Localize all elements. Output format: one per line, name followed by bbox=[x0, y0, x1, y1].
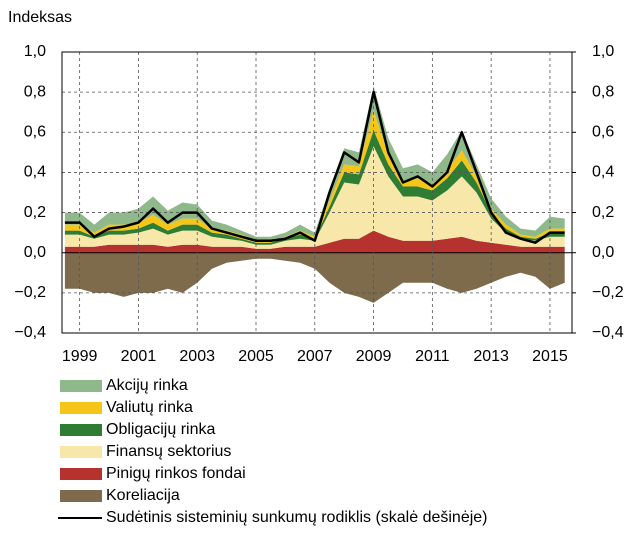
legend-label: Obligacijų rinka bbox=[106, 421, 215, 438]
y2-tick-label: 0,2 bbox=[592, 204, 614, 221]
x-tick-label: 2009 bbox=[356, 348, 392, 365]
x-tick-label: 2001 bbox=[121, 348, 157, 365]
legend-label: Akcijų rinka bbox=[106, 377, 188, 394]
area bbox=[64, 252, 565, 303]
legend-label: Koreliacija bbox=[106, 487, 180, 504]
legend-label: Valiutų rinka bbox=[106, 399, 193, 416]
area bbox=[64, 110, 565, 243]
area bbox=[64, 146, 565, 249]
y2-tick-label: −0,4 bbox=[592, 324, 624, 341]
legend-swatch bbox=[60, 468, 102, 480]
x-tick-label: 2003 bbox=[179, 348, 215, 365]
y-axis-title: Indeksas bbox=[8, 9, 72, 26]
x-tick-label: 2013 bbox=[473, 348, 509, 365]
y2-tick-label: −0,2 bbox=[592, 284, 624, 301]
legend-swatch bbox=[60, 424, 102, 436]
y-tick-label: 0,6 bbox=[24, 124, 46, 141]
y-tick-label: 0,2 bbox=[24, 204, 46, 221]
legend-label: Finansų sektorius bbox=[106, 443, 231, 460]
y2-tick-label: 0,4 bbox=[592, 164, 614, 181]
plot-border bbox=[61, 51, 573, 334]
legend-label: Pinigų rinkos fondai bbox=[106, 465, 246, 482]
y2-tick-label: 1,0 bbox=[592, 43, 614, 60]
x-tick-label: 2011 bbox=[415, 348, 450, 365]
x-tick-label: 1999 bbox=[62, 348, 98, 365]
legend-swatch bbox=[60, 402, 102, 414]
legend-swatch bbox=[60, 490, 102, 502]
y-tick-label: 1,0 bbox=[24, 43, 46, 60]
y2-tick-label: 0,6 bbox=[592, 124, 614, 141]
y-tick-label: 0,8 bbox=[24, 83, 46, 100]
y2-tick-label: 0,8 bbox=[592, 83, 614, 100]
legend-swatch bbox=[60, 446, 102, 458]
y-tick-label: 0,4 bbox=[24, 164, 46, 181]
y-tick-label: −0,4 bbox=[14, 324, 46, 341]
legend-label: Sudėtinis sisteminių sunkumų rodiklis (s… bbox=[106, 509, 488, 526]
legend-swatch bbox=[60, 380, 102, 392]
area bbox=[64, 86, 565, 241]
area bbox=[64, 130, 565, 245]
line bbox=[64, 90, 565, 244]
x-tick-label: 2007 bbox=[297, 348, 333, 365]
areas bbox=[64, 86, 565, 303]
x-tick-label: 2015 bbox=[532, 348, 568, 365]
y-tick-label: −0,2 bbox=[14, 284, 46, 301]
y-tick-label: 0,0 bbox=[24, 244, 46, 261]
y2-tick-label: 0,0 bbox=[592, 244, 614, 261]
area bbox=[64, 230, 565, 253]
x-tick-label: 2005 bbox=[238, 348, 274, 365]
